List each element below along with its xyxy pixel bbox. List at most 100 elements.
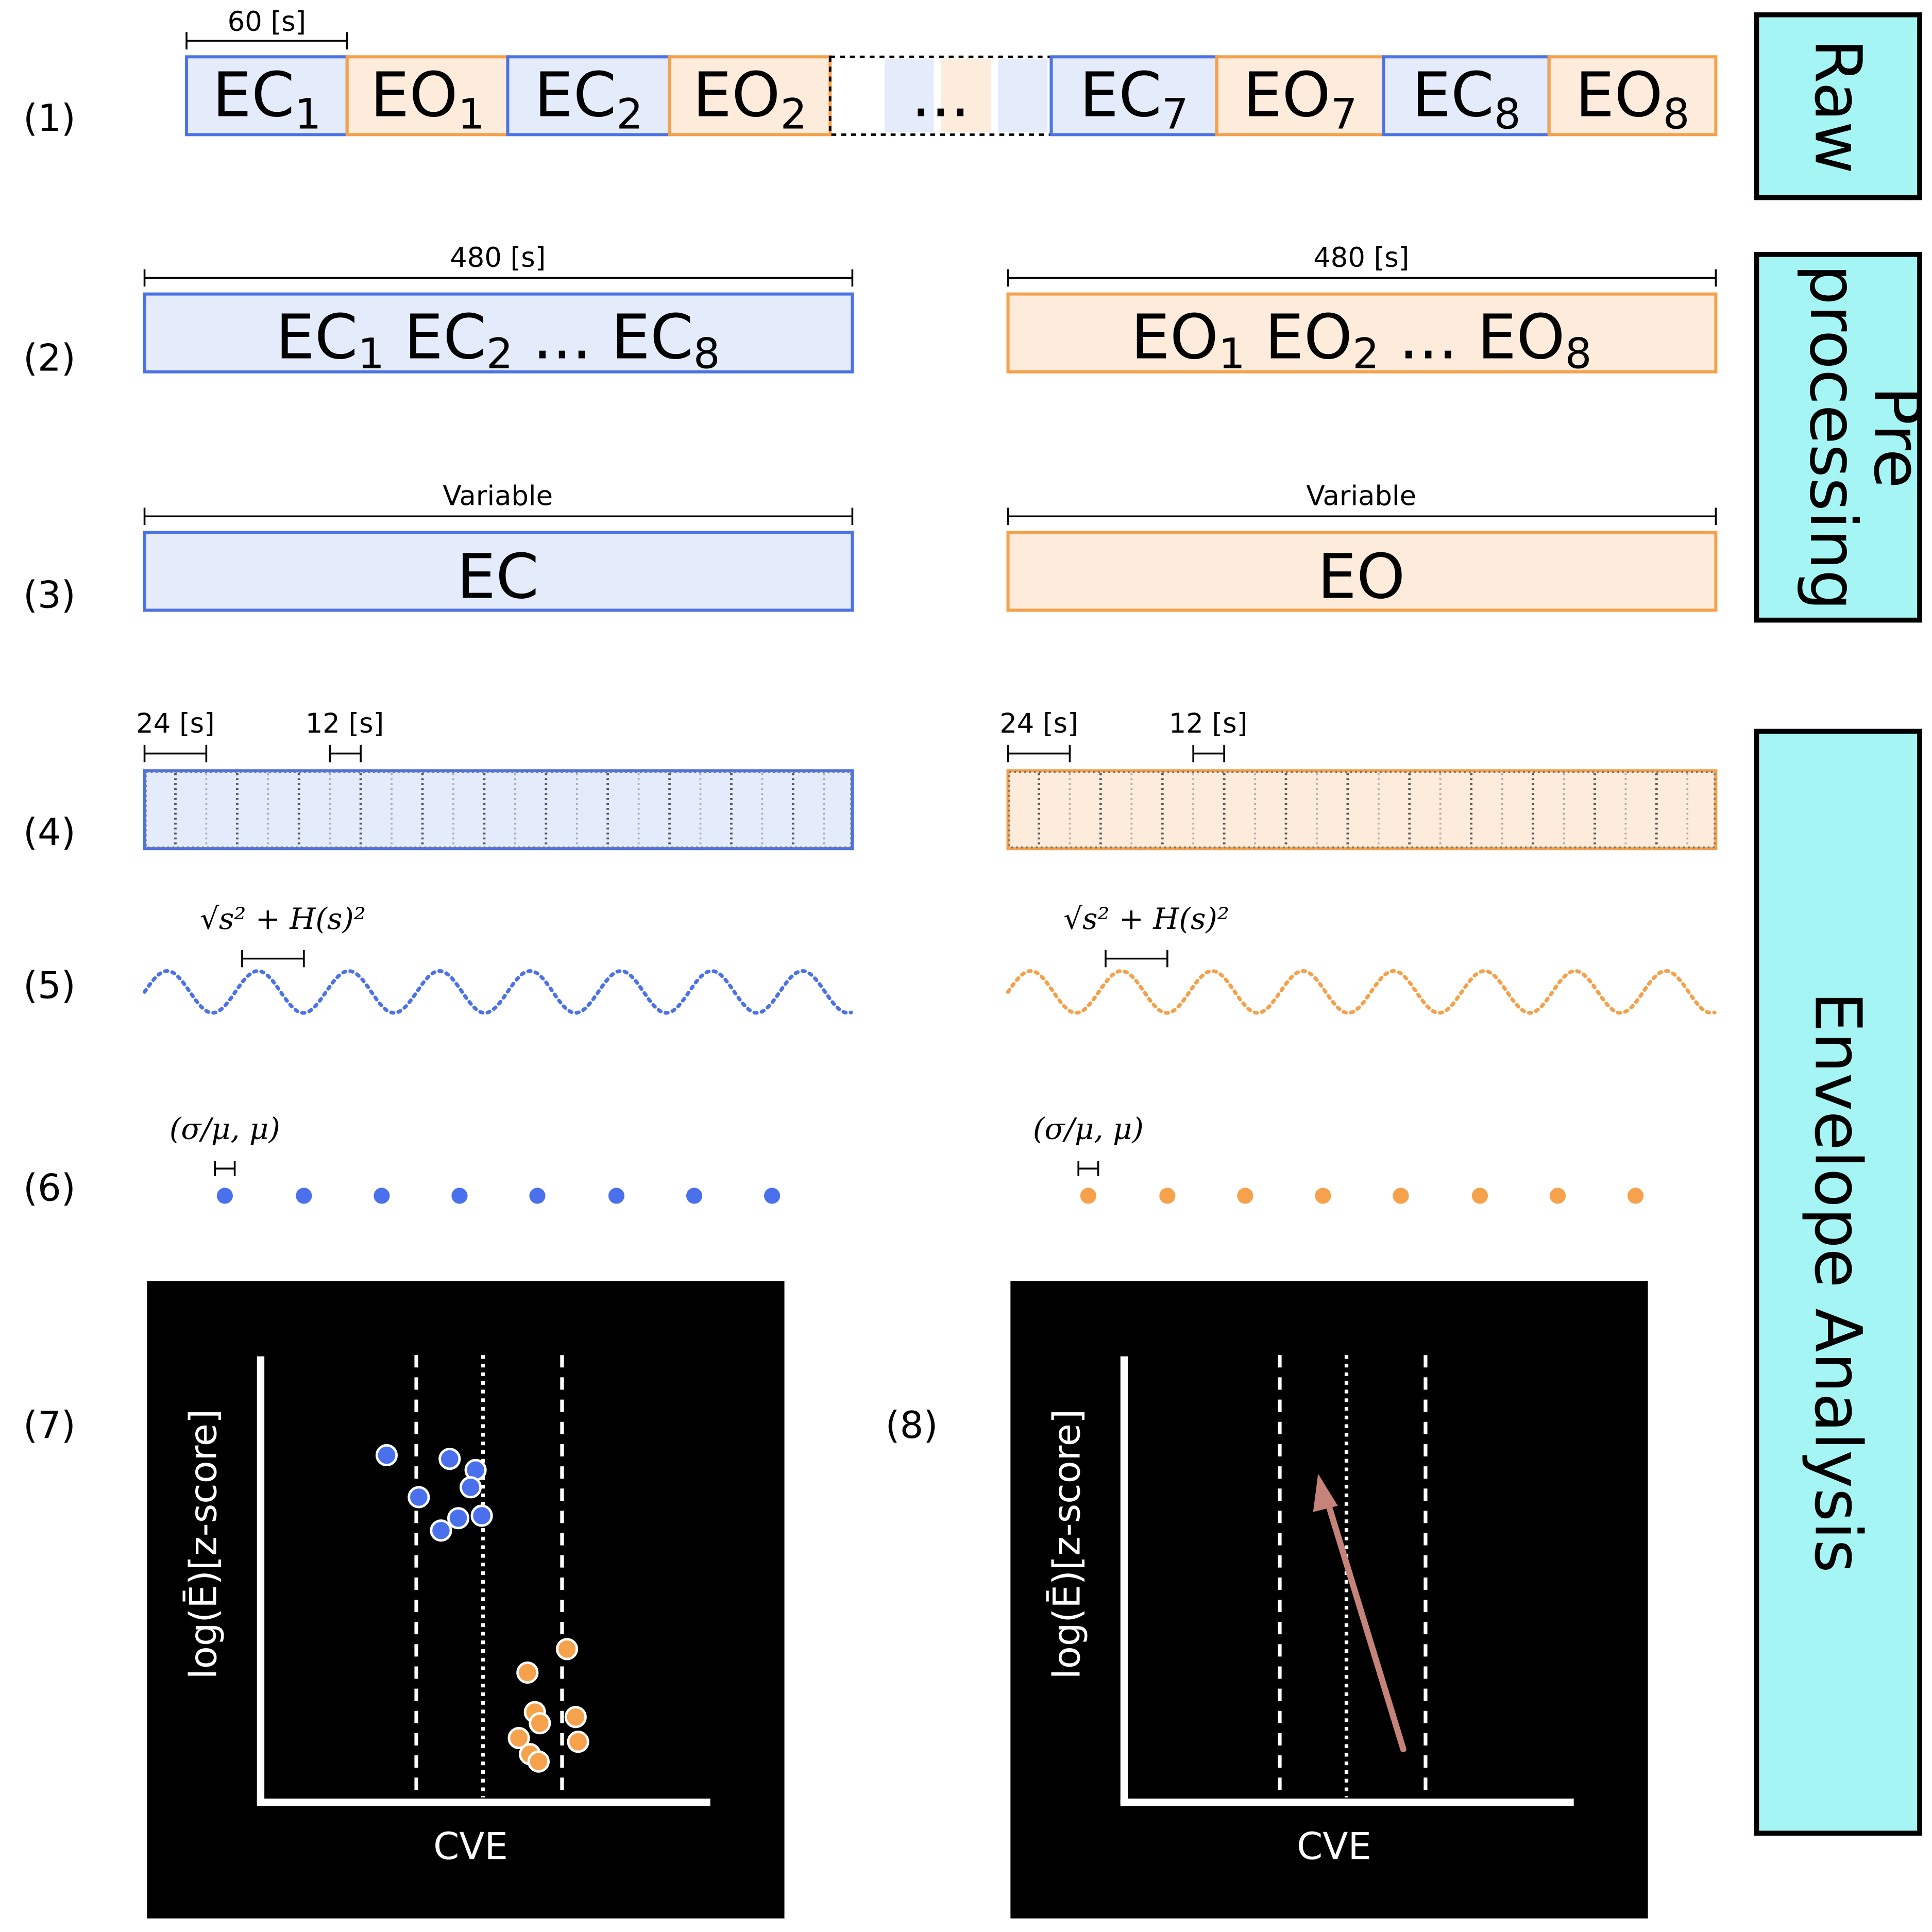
row1-block-label: EC7 (1079, 59, 1188, 139)
row-label-8: (8) (886, 1403, 938, 1447)
row1-block-ec8: EC8 (1382, 55, 1551, 139)
row-label-5: (5) (23, 963, 76, 1007)
stage-envelope-analysis: Envelope Analysis (1754, 728, 1922, 1836)
row1-duration-bracket: 60 [s] (185, 6, 348, 49)
window-frame (1008, 771, 1716, 849)
stat-dot (1315, 1188, 1331, 1204)
stat-dot (1549, 1188, 1566, 1204)
stat-dot (1627, 1188, 1644, 1204)
row1-block-label: EO8 (1575, 59, 1690, 139)
row-label-7: (7) (23, 1403, 76, 1447)
scatter-point-ec (459, 1476, 482, 1499)
gap-fill-ec (998, 59, 1048, 132)
row6-eo-stats: (σ/μ, μ) (1033, 1112, 1644, 1204)
row6-ec-stat-label: (σ/μ, μ) (170, 1112, 280, 1146)
block-rect (185, 55, 349, 137)
row5-ec-formula: √s² + H(s)² (200, 902, 366, 936)
row4-ec-window-label: 24 [s] (136, 708, 215, 739)
panel8-ylabel: log(Ē)[z-score] (1045, 1409, 1089, 1679)
row5-ec-envelope: √s² + H(s)² (142, 902, 853, 1015)
row1-raw-sequence: 60 [s] EC1 EO1 EC2 EO2... EC7 EO7 EC8 EO8 (185, 6, 1718, 139)
row1-block-label: EO2 (692, 59, 807, 139)
row2-ec-duration: 480 [s] (450, 242, 546, 274)
row2-eo-duration: 480 [s] (1313, 242, 1409, 274)
stat-dot (451, 1188, 468, 1204)
stat-dot (216, 1188, 233, 1204)
stage-pre-label-1: Pre (1860, 386, 1932, 488)
row3-ec-duration: Variable (443, 481, 553, 512)
row3-ec-text: EC (457, 541, 539, 613)
panel7-ylabel: log(Ē)[z-score] (182, 1409, 225, 1679)
scatter-point-ec (438, 1448, 461, 1470)
row3-eo-duration: Variable (1307, 481, 1417, 512)
row1-block-eo7: EO7 (1215, 55, 1385, 139)
row1-block-label: EC8 (1412, 59, 1520, 139)
stat-dot (1393, 1188, 1409, 1204)
row1-block-label: EO1 (370, 59, 485, 139)
row1-block-ec2: EC2 (506, 55, 671, 139)
stage-raw-label: Raw (1801, 39, 1875, 174)
scatter-point-ec (408, 1486, 430, 1509)
row1-block-ec7: EC7 (1049, 55, 1218, 139)
row5-eo-envelope: √s² + H(s)² (1006, 902, 1717, 1015)
row6-ec-stats: (σ/μ, μ) (170, 1112, 781, 1204)
stage-env-label: Envelope Analysis (1801, 992, 1875, 1573)
block-rect (506, 55, 671, 137)
scatter-point-eo (567, 1731, 589, 1753)
row3-ec-cleaned: Variable EC (143, 481, 854, 613)
scatter-point-eo (529, 1712, 551, 1735)
scatter-point-eo (555, 1638, 579, 1660)
stat-dot (374, 1188, 390, 1204)
block-rect (1382, 55, 1551, 137)
panel7-xlabel: CVE (433, 1825, 508, 1868)
stat-dot (296, 1188, 312, 1204)
row1-block-label: EC2 (534, 59, 643, 139)
block-rect (1049, 55, 1218, 137)
stage-raw: Raw (1754, 12, 1922, 200)
block-rect (1215, 55, 1385, 137)
row1-block-label: EC1 (212, 59, 321, 139)
stat-dot (764, 1188, 781, 1204)
scatter-point-ec (447, 1507, 470, 1530)
row4-ec-step-label: 12 [s] (306, 708, 384, 739)
row-label-1: (1) (23, 96, 76, 140)
row2-ec-concat: 480 [s] EC1 EC2 ... EC8 (143, 242, 854, 379)
stat-dot (1159, 1188, 1176, 1204)
scatter-point-eo (564, 1706, 587, 1728)
row3-eo-cleaned: Variable EO (1006, 481, 1718, 613)
stat-dot (686, 1188, 703, 1204)
row6-eo-stat-label: (σ/μ, μ) (1033, 1112, 1144, 1146)
gap-fill-eo (941, 59, 991, 132)
row-label-4: (4) (23, 810, 76, 854)
row-label-3: (3) (23, 573, 76, 617)
stat-dot (1080, 1188, 1096, 1204)
scatter-point-ec (430, 1519, 452, 1542)
stat-dot (608, 1188, 625, 1204)
row3-eo-text: EO (1317, 541, 1405, 613)
window-frame (145, 771, 852, 849)
scatter-point-eo (507, 1726, 530, 1750)
row-label-6: (6) (23, 1166, 76, 1210)
row2-eo-text: EO1 EO2 ... EO8 (1131, 301, 1592, 378)
row4-ec-windows: 24 [s] 12 [s] (136, 708, 854, 851)
scatter-point-eo (527, 1750, 550, 1773)
gap-fill-ec (884, 59, 934, 132)
row5-eo-formula: √s² + H(s)² (1063, 902, 1229, 936)
panel8-arrow-head (1313, 1473, 1338, 1512)
row2-ec-text: EC1 EC2 ... EC8 (276, 301, 720, 378)
block-rect (345, 55, 510, 137)
panel8-arrow (1326, 1504, 1406, 1753)
stat-dot (1471, 1188, 1488, 1204)
panel8-xlabel: CVE (1297, 1825, 1371, 1868)
row1-block-eo1: EO1 (345, 55, 510, 139)
block-rect (668, 55, 832, 137)
block-rect (1547, 55, 1718, 137)
panel8-arrow-plot: CVE log(Ē)[z-score] (1010, 1281, 1648, 1919)
scatter-point-ec (375, 1444, 398, 1467)
stat-dot (1237, 1188, 1253, 1204)
row4-eo-windows: 24 [s] 12 [s] (999, 708, 1718, 851)
scatter-point-eo (516, 1661, 539, 1684)
row-label-2: (2) (23, 336, 76, 379)
